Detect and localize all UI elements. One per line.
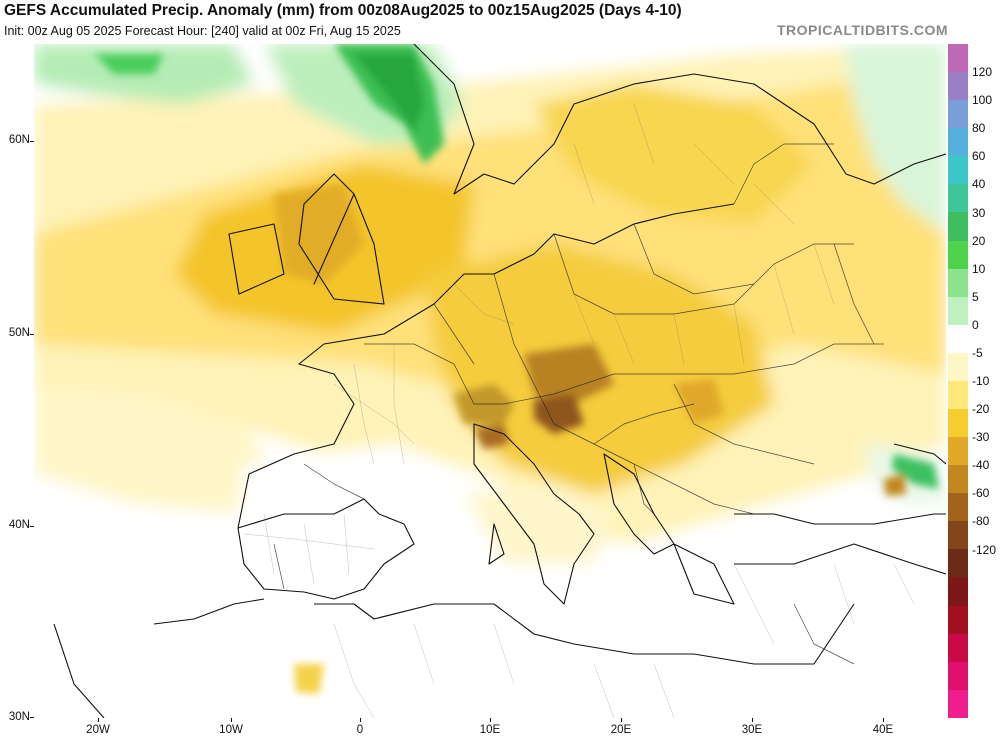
lon-label-30e: 30E <box>741 724 763 736</box>
lat-label-40n: 40N <box>8 519 30 531</box>
lat-tick <box>30 717 34 718</box>
lat-tick <box>30 141 34 142</box>
colorbar-swatch <box>948 689 968 718</box>
colorbar-label: 20 <box>972 233 986 248</box>
colorbar-label: -20 <box>972 402 990 417</box>
colorbar-swatch <box>948 549 968 578</box>
colorbar-swatch <box>948 437 968 466</box>
colorbar-swatch <box>948 493 968 522</box>
lon-label-10e: 10E <box>479 724 501 736</box>
colorbar-label: 30 <box>972 205 986 220</box>
colorbar-swatch <box>948 521 968 550</box>
colorbar-swatch <box>948 577 968 606</box>
colorbar-swatch <box>948 324 968 353</box>
colorbar-swatch <box>948 72 968 101</box>
colorbar-swatch <box>948 352 968 381</box>
colorbar-label: 10 <box>972 261 986 276</box>
colorbar-label: 5 <box>972 289 979 304</box>
colorbar-label: 120 <box>972 65 993 80</box>
colorbar-swatch <box>948 268 968 297</box>
lat-tick <box>30 334 34 335</box>
lon-label-20w: 20W <box>86 724 110 736</box>
colorbar-swatch <box>948 100 968 129</box>
colorbar-swatch <box>948 380 968 410</box>
colorbar-label: -10 <box>972 374 990 388</box>
lon-label-20e: 20E <box>610 724 632 736</box>
colorbar-label: -80 <box>972 514 990 529</box>
colorbar-label: 40 <box>972 177 986 192</box>
colorbar-swatch <box>948 465 968 494</box>
coastlines <box>53 44 946 718</box>
colorbar-swatch <box>948 44 968 73</box>
colorbar-swatch <box>948 605 968 634</box>
brand-watermark: TROPICALTIDBITS.COM <box>776 22 948 38</box>
lat-label-50n: 50N <box>8 327 30 339</box>
colorbar-swatch <box>948 156 968 185</box>
lon-tick <box>231 718 232 722</box>
lon-label-10w: 10W <box>219 724 243 736</box>
map-title: GEFS Accumulated Precip. Anomaly (mm) fr… <box>4 2 682 19</box>
lon-tick <box>490 718 491 722</box>
lat-label-30n: 30N <box>8 711 30 723</box>
lat-label-60n: 60N <box>8 134 30 146</box>
lon-tick <box>98 718 99 722</box>
colorbar-label: 80 <box>972 121 986 136</box>
colorbar-swatch <box>948 128 968 157</box>
colorbar-swatch <box>948 661 968 690</box>
lon-tick <box>883 718 884 722</box>
colorbar-label: -5 <box>972 345 983 360</box>
lon-label-40e: 40E <box>872 724 894 736</box>
lon-label-0: 0 <box>356 724 364 736</box>
colorbar <box>948 44 968 718</box>
colorbar-label: -60 <box>972 486 990 501</box>
lat-tick <box>30 526 34 527</box>
colorbar-label: -120 <box>972 542 997 557</box>
map-canvas <box>34 44 946 718</box>
colorbar-label: -30 <box>972 430 990 445</box>
lon-tick <box>752 718 753 722</box>
country-borders <box>273 143 884 665</box>
colorbar-label: -40 <box>972 458 990 473</box>
colorbar-swatch <box>948 212 968 241</box>
colorbar-label: 0 <box>972 317 979 332</box>
colorbar-swatch <box>948 184 968 213</box>
lon-tick <box>621 718 622 722</box>
colorbar-swatch <box>948 409 968 438</box>
colorbar-label: 60 <box>972 149 986 164</box>
colorbar-label: 100 <box>972 93 993 108</box>
colorbar-swatch <box>948 633 968 662</box>
init-valid-info: Init: 00z Aug 05 2025 Forecast Hour: [24… <box>4 24 401 38</box>
colorbar-swatch <box>948 296 968 325</box>
precip-anomaly-map[interactable] <box>34 44 946 718</box>
admin-borders <box>243 103 915 718</box>
colorbar-swatch <box>948 240 968 269</box>
lon-tick <box>360 718 361 722</box>
